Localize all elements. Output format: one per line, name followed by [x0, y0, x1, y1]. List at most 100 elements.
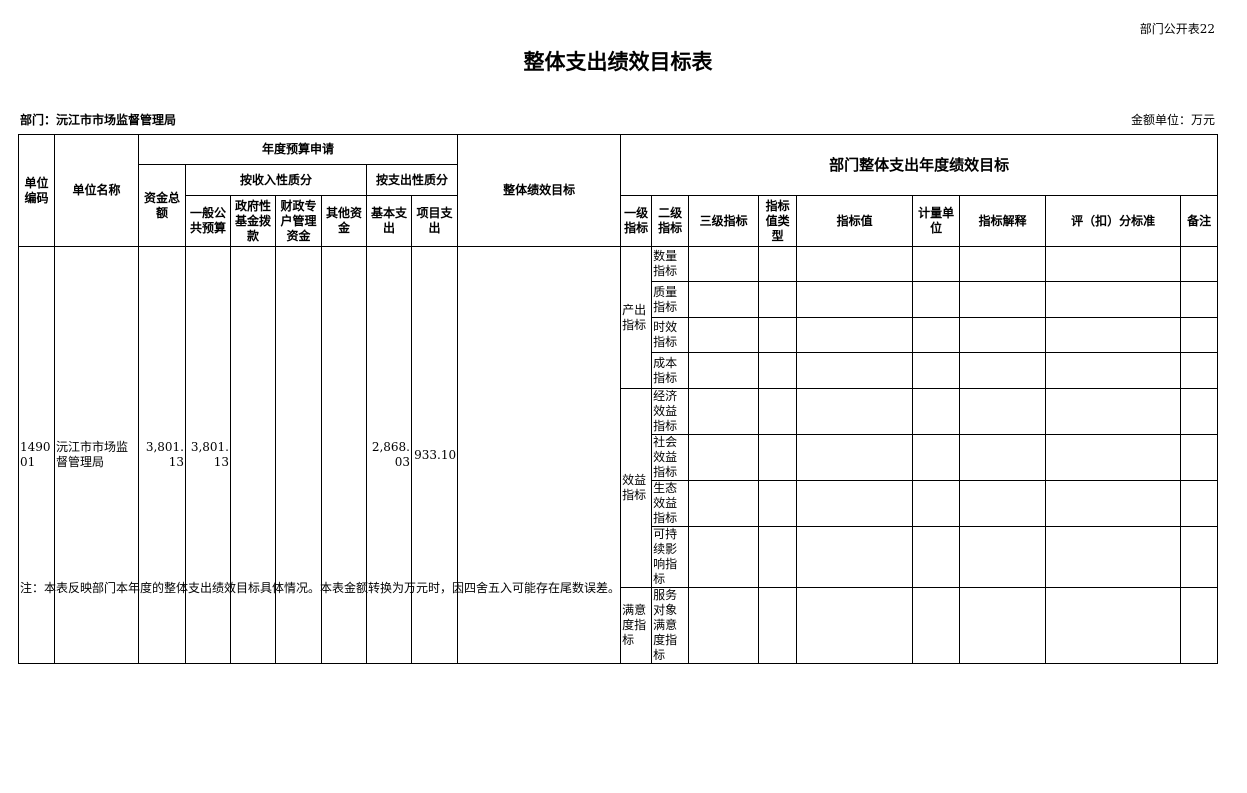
empty-cell [912, 317, 961, 353]
general-cell: 3,801.13 [185, 246, 231, 664]
level2-cell: 社会效益指标 [651, 434, 690, 481]
header-unit-name: 单位名称 [54, 134, 139, 247]
empty-cell [688, 246, 760, 282]
empty-cell [758, 587, 798, 664]
empty-cell [1045, 246, 1182, 282]
header-basic: 基本支出 [366, 195, 412, 247]
empty-cell [1045, 281, 1182, 318]
table-row: 成本指标 [19, 352, 1219, 389]
empty-cell [796, 587, 914, 664]
empty-cell [1180, 352, 1219, 389]
empty-cell [1045, 480, 1182, 527]
header-level1: 一级指标 [620, 195, 653, 247]
empty-cell [959, 587, 1047, 664]
footnote: 注：本表反映部门本年度的整体支出绩效目标具体情况。本表金额转换为万元时，因四舍五… [20, 581, 621, 595]
empty-cell [959, 317, 1047, 353]
empty-cell [912, 587, 961, 664]
table-row: 社会效益指标 [19, 434, 1219, 481]
empty-cell [1045, 587, 1182, 664]
header-project: 项目支出 [410, 195, 459, 247]
empty-cell [758, 434, 798, 481]
empty-cell [912, 246, 961, 282]
empty-cell [688, 480, 760, 527]
page-title: 整体支出绩效目标表 [523, 50, 713, 74]
empty-cell [912, 480, 961, 527]
header-scoring: 评（扣）分标准 [1045, 195, 1182, 247]
empty-cell [758, 281, 798, 318]
empty-cell [912, 281, 961, 318]
empty-cell [758, 246, 798, 282]
empty-cell [758, 317, 798, 353]
header-unit-code: 单位编码 [18, 134, 55, 247]
empty-cell [1180, 317, 1219, 353]
empty-cell [912, 526, 961, 588]
header-general: 一般公共预算 [185, 195, 231, 247]
level1-cell: 产出指标 [620, 246, 653, 389]
empty-cell [1180, 281, 1219, 318]
unit-code-cell: 149001 [18, 246, 55, 664]
header-dept-goal: 部门整体支出年度绩效目标 [620, 134, 1219, 196]
empty-cell [1180, 434, 1219, 481]
page-number: 部门公开表22 [1139, 22, 1215, 36]
header-special: 财政专户管理资金 [275, 195, 322, 247]
empty-cell [959, 434, 1047, 481]
header-total: 资金总额 [138, 164, 186, 247]
department-label: 部门：沅江市市场监督管理局 [20, 113, 177, 127]
header-performance-goal: 整体绩效目标 [457, 134, 622, 247]
table-row: 149001 沅江市市场监督管理局 3,801.13 3,801.13 2,868.03… [18, 246, 1219, 664]
total-cell: 3,801.13 [138, 246, 186, 664]
empty-cell [1045, 317, 1182, 353]
basic-cell: 2,868.03 [366, 246, 412, 664]
empty-cell [758, 526, 798, 588]
empty-cell [912, 434, 961, 481]
level1-cell: 效益指标 [620, 388, 653, 588]
empty-cell [796, 246, 914, 282]
empty-cell [1045, 388, 1182, 435]
header-explain: 指标解释 [959, 195, 1047, 247]
empty-cell [959, 480, 1047, 527]
empty-cell [1180, 246, 1219, 282]
empty-cell [1180, 587, 1219, 664]
empty-cell [1180, 480, 1219, 527]
empty-cell [688, 388, 760, 435]
table-row: 可持续影响指标 [19, 526, 1219, 588]
amount-unit: 金额单位：万元 [1130, 113, 1215, 127]
empty-cell [959, 281, 1047, 318]
empty-cell [1045, 526, 1182, 588]
level1-cell: 满意度指标 [620, 587, 653, 664]
level2-cell: 数量指标 [651, 246, 690, 282]
empty-cell [688, 281, 760, 318]
empty-cell [758, 352, 798, 389]
level2-cell: 可持续影响指标 [651, 526, 690, 588]
gov-fund-cell [230, 246, 276, 664]
header-annual-budget: 年度预算申请 [137, 134, 459, 165]
header-level3: 三级指标 [688, 195, 760, 247]
empty-cell [796, 480, 914, 527]
empty-cell [688, 352, 760, 389]
empty-cell [959, 352, 1047, 389]
empty-cell [1045, 352, 1182, 389]
empty-cell [1180, 388, 1219, 435]
empty-cell [688, 317, 760, 353]
project-cell: 933.10 [410, 246, 459, 664]
empty-cell [912, 388, 961, 435]
header-value: 指标值 [796, 195, 914, 247]
level2-cell: 成本指标 [651, 352, 690, 389]
empty-cell [758, 388, 798, 435]
empty-cell [688, 434, 760, 481]
header-value-type: 指标值类型 [758, 195, 798, 247]
empty-cell [758, 480, 798, 527]
empty-cell [912, 352, 961, 389]
other-cell [321, 246, 367, 664]
level2-cell: 服务对象满意度指标 [651, 587, 690, 664]
level2-cell: 质量指标 [651, 281, 690, 318]
empty-cell [688, 526, 760, 588]
empty-cell [959, 526, 1047, 588]
header-other: 其他资金 [321, 195, 367, 247]
unit-name-cell: 沅江市市场监督管理局 [54, 246, 139, 664]
empty-cell [796, 352, 914, 389]
header-level2: 二级指标 [651, 195, 690, 247]
level2-cell: 生态效益指标 [651, 480, 690, 527]
empty-cell [796, 388, 914, 435]
empty-cell [1180, 526, 1219, 588]
